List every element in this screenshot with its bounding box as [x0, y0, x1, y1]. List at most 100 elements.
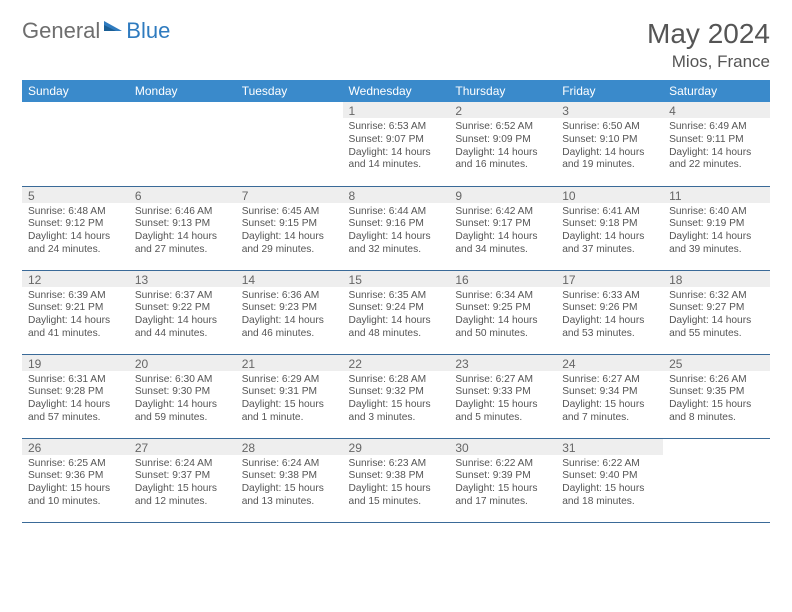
day-details: Sunrise: 6:40 AMSunset: 9:19 PMDaylight:…: [663, 203, 770, 261]
sunrise: Sunrise: 6:45 AM: [242, 206, 337, 219]
day-number: 30: [449, 439, 556, 455]
daylight: Daylight: 15 hours and 1 minute.: [242, 399, 337, 425]
day-cell: 15Sunrise: 6:35 AMSunset: 9:24 PMDayligh…: [343, 270, 450, 354]
sunrise: Sunrise: 6:36 AM: [242, 290, 337, 303]
day-details: Sunrise: 6:52 AMSunset: 9:09 PMDaylight:…: [449, 118, 556, 176]
daylight: Daylight: 14 hours and 39 minutes.: [669, 231, 764, 257]
sunrise: Sunrise: 6:24 AM: [135, 458, 230, 471]
sunset: Sunset: 9:32 PM: [349, 386, 444, 399]
day-cell: 3Sunrise: 6:50 AMSunset: 9:10 PMDaylight…: [556, 102, 663, 186]
sunrise: Sunrise: 6:41 AM: [562, 206, 657, 219]
day-header-saturday: Saturday: [663, 80, 770, 102]
day-number: 15: [343, 271, 450, 287]
sunset: Sunset: 9:23 PM: [242, 302, 337, 315]
sunset: Sunset: 9:40 PM: [562, 470, 657, 483]
day-cell: 14Sunrise: 6:36 AMSunset: 9:23 PMDayligh…: [236, 270, 343, 354]
sunset: Sunset: 9:24 PM: [349, 302, 444, 315]
day-number: 7: [236, 187, 343, 203]
sunset: Sunset: 9:13 PM: [135, 218, 230, 231]
sunset: Sunset: 9:28 PM: [28, 386, 123, 399]
day-number: [129, 102, 236, 118]
sunrise: Sunrise: 6:49 AM: [669, 121, 764, 134]
day-cell: 29Sunrise: 6:23 AMSunset: 9:38 PMDayligh…: [343, 438, 450, 522]
daylight: Daylight: 14 hours and 22 minutes.: [669, 147, 764, 173]
daylight: Daylight: 14 hours and 16 minutes.: [455, 147, 550, 173]
week-row: 12Sunrise: 6:39 AMSunset: 9:21 PMDayligh…: [22, 270, 770, 354]
sunrise: Sunrise: 6:23 AM: [349, 458, 444, 471]
sunrise: Sunrise: 6:34 AM: [455, 290, 550, 303]
daylight: Daylight: 14 hours and 24 minutes.: [28, 231, 123, 257]
sunrise: Sunrise: 6:42 AM: [455, 206, 550, 219]
header: General Blue May 2024 Mios, France: [22, 18, 770, 72]
logo-text-general: General: [22, 18, 100, 44]
day-cell: 30Sunrise: 6:22 AMSunset: 9:39 PMDayligh…: [449, 438, 556, 522]
day-details: Sunrise: 6:30 AMSunset: 9:30 PMDaylight:…: [129, 371, 236, 429]
daylight: Daylight: 14 hours and 46 minutes.: [242, 315, 337, 341]
week-row: 5Sunrise: 6:48 AMSunset: 9:12 PMDaylight…: [22, 186, 770, 270]
day-details: Sunrise: 6:27 AMSunset: 9:34 PMDaylight:…: [556, 371, 663, 429]
day-details: Sunrise: 6:29 AMSunset: 9:31 PMDaylight:…: [236, 371, 343, 429]
sunrise: Sunrise: 6:52 AM: [455, 121, 550, 134]
sunset: Sunset: 9:26 PM: [562, 302, 657, 315]
sunrise: Sunrise: 6:27 AM: [455, 374, 550, 387]
sunset: Sunset: 9:07 PM: [349, 134, 444, 147]
day-cell: 19Sunrise: 6:31 AMSunset: 9:28 PMDayligh…: [22, 354, 129, 438]
sunrise: Sunrise: 6:53 AM: [349, 121, 444, 134]
day-number: 6: [129, 187, 236, 203]
day-header-thursday: Thursday: [449, 80, 556, 102]
sunset: Sunset: 9:15 PM: [242, 218, 337, 231]
day-details: Sunrise: 6:36 AMSunset: 9:23 PMDaylight:…: [236, 287, 343, 345]
day-cell: 27Sunrise: 6:24 AMSunset: 9:37 PMDayligh…: [129, 438, 236, 522]
day-number: 29: [343, 439, 450, 455]
day-number: 8: [343, 187, 450, 203]
day-cell: 1Sunrise: 6:53 AMSunset: 9:07 PMDaylight…: [343, 102, 450, 186]
calendar-table: SundayMondayTuesdayWednesdayThursdayFrid…: [22, 80, 770, 523]
month-title: May 2024: [647, 18, 770, 50]
logo-flag-icon: [104, 17, 124, 38]
day-cell: 26Sunrise: 6:25 AMSunset: 9:36 PMDayligh…: [22, 438, 129, 522]
day-cell: [22, 102, 129, 186]
daylight: Daylight: 14 hours and 32 minutes.: [349, 231, 444, 257]
day-cell: 2Sunrise: 6:52 AMSunset: 9:09 PMDaylight…: [449, 102, 556, 186]
daylight: Daylight: 14 hours and 48 minutes.: [349, 315, 444, 341]
day-details: Sunrise: 6:25 AMSunset: 9:36 PMDaylight:…: [22, 455, 129, 513]
day-cell: 11Sunrise: 6:40 AMSunset: 9:19 PMDayligh…: [663, 186, 770, 270]
daylight: Daylight: 14 hours and 44 minutes.: [135, 315, 230, 341]
sunrise: Sunrise: 6:25 AM: [28, 458, 123, 471]
day-cell: 12Sunrise: 6:39 AMSunset: 9:21 PMDayligh…: [22, 270, 129, 354]
day-details: Sunrise: 6:44 AMSunset: 9:16 PMDaylight:…: [343, 203, 450, 261]
day-details: Sunrise: 6:37 AMSunset: 9:22 PMDaylight:…: [129, 287, 236, 345]
sunrise: Sunrise: 6:26 AM: [669, 374, 764, 387]
sunset: Sunset: 9:34 PM: [562, 386, 657, 399]
sunrise: Sunrise: 6:50 AM: [562, 121, 657, 134]
day-number: [663, 439, 770, 455]
sunrise: Sunrise: 6:32 AM: [669, 290, 764, 303]
sunrise: Sunrise: 6:33 AM: [562, 290, 657, 303]
day-number: 4: [663, 102, 770, 118]
day-cell: [129, 102, 236, 186]
day-number: 16: [449, 271, 556, 287]
week-row: 19Sunrise: 6:31 AMSunset: 9:28 PMDayligh…: [22, 354, 770, 438]
day-details: Sunrise: 6:22 AMSunset: 9:39 PMDaylight:…: [449, 455, 556, 513]
sunset: Sunset: 9:27 PM: [669, 302, 764, 315]
daylight: Daylight: 15 hours and 5 minutes.: [455, 399, 550, 425]
sunset: Sunset: 9:09 PM: [455, 134, 550, 147]
day-number: [22, 102, 129, 118]
day-details: Sunrise: 6:42 AMSunset: 9:17 PMDaylight:…: [449, 203, 556, 261]
daylight: Daylight: 14 hours and 37 minutes.: [562, 231, 657, 257]
day-cell: 7Sunrise: 6:45 AMSunset: 9:15 PMDaylight…: [236, 186, 343, 270]
day-cell: 13Sunrise: 6:37 AMSunset: 9:22 PMDayligh…: [129, 270, 236, 354]
day-number: 10: [556, 187, 663, 203]
day-number: 17: [556, 271, 663, 287]
sunset: Sunset: 9:36 PM: [28, 470, 123, 483]
sunrise: Sunrise: 6:48 AM: [28, 206, 123, 219]
sunrise: Sunrise: 6:44 AM: [349, 206, 444, 219]
day-number: 24: [556, 355, 663, 371]
day-details: Sunrise: 6:22 AMSunset: 9:40 PMDaylight:…: [556, 455, 663, 513]
sunset: Sunset: 9:12 PM: [28, 218, 123, 231]
logo: General Blue: [22, 18, 170, 44]
sunrise: Sunrise: 6:39 AM: [28, 290, 123, 303]
day-header-row: SundayMondayTuesdayWednesdayThursdayFrid…: [22, 80, 770, 102]
daylight: Daylight: 15 hours and 18 minutes.: [562, 483, 657, 509]
day-number: 31: [556, 439, 663, 455]
